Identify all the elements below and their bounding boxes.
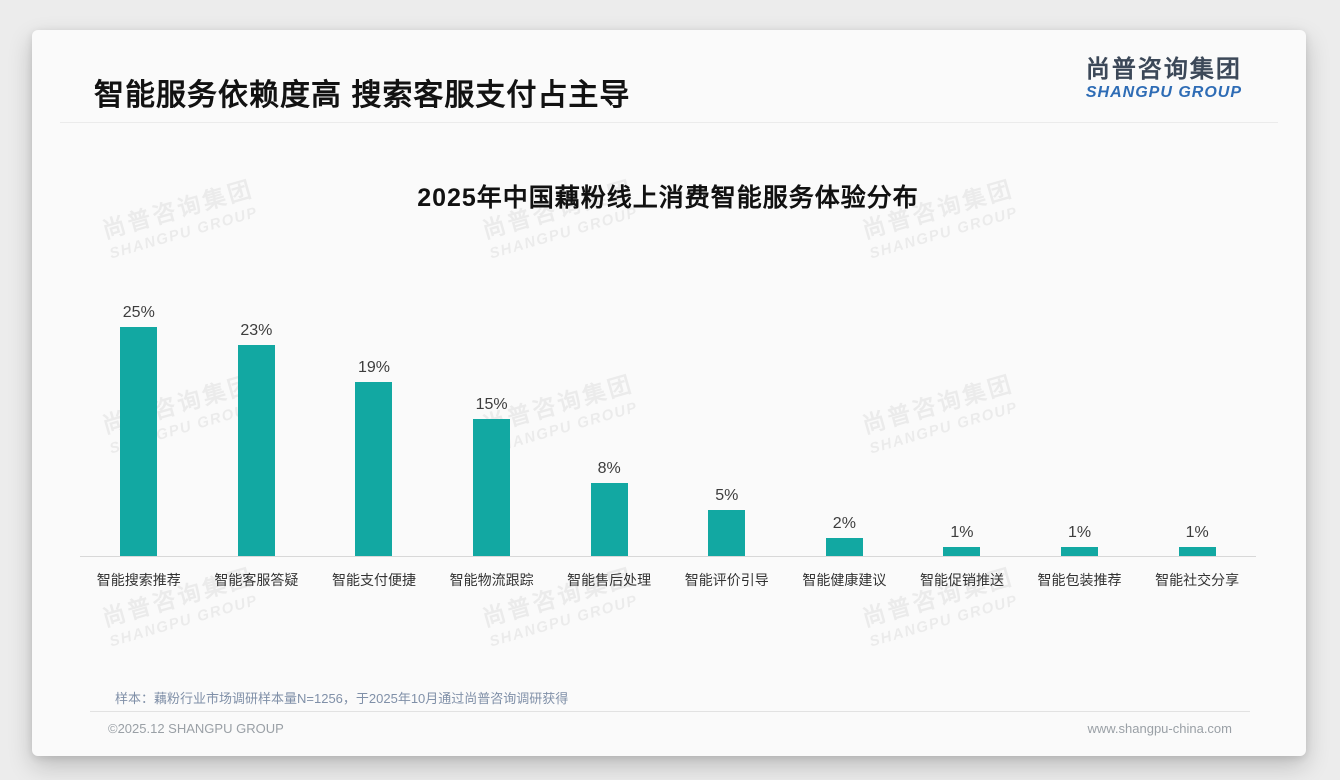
bar-category-label: 智能评价引导 xyxy=(684,572,769,588)
bar-column: 1% xyxy=(1021,524,1139,556)
bar-category-label: 智能促销推送 xyxy=(919,572,1004,588)
bar xyxy=(473,419,511,556)
bar-category-label: 智能包装推荐 xyxy=(1037,572,1122,588)
x-axis-labels: 智能搜索推荐 智能客服答疑 智能支付便捷 智能物流跟踪 智能售后处理 智能评价引导 智能健康… xyxy=(80,557,1256,590)
bar-value-label: 1% xyxy=(1185,524,1209,541)
footer: ©2025.12 SHANGPU GROUP www.shangpu-china… xyxy=(90,711,1250,736)
logo-english-text: SHANGPU GROUP xyxy=(1085,83,1242,101)
bar-column: 23% xyxy=(198,322,316,556)
bar-value-label: 15% xyxy=(475,396,508,413)
copyright-text: ©2025.12 SHANGPU GROUP xyxy=(108,721,284,736)
bar xyxy=(708,510,746,556)
bar-category-label: 智能搜索推荐 xyxy=(96,572,181,588)
bar-category-label: 智能物流跟踪 xyxy=(449,572,534,588)
bar-column: 5% xyxy=(668,487,786,556)
bar-value-label: 25% xyxy=(122,304,155,321)
bar-column: 25% xyxy=(80,304,198,556)
bar-column: 2% xyxy=(786,515,904,556)
header-divider xyxy=(60,122,1278,123)
website-text: www.shangpu-china.com xyxy=(1087,721,1232,736)
bar xyxy=(1061,547,1099,556)
bar-category-label: 智能售后处理 xyxy=(567,572,652,588)
bar-value-label: 8% xyxy=(597,460,621,477)
bar xyxy=(943,547,981,556)
bar-category-label: 智能支付便捷 xyxy=(331,572,416,588)
bar-value-label: 2% xyxy=(832,515,856,532)
bar-value-label: 23% xyxy=(240,322,273,339)
bar-column: 1% xyxy=(903,524,1021,556)
bar-value-label: 1% xyxy=(1067,524,1092,541)
bar-column: 1% xyxy=(1138,524,1256,556)
bar xyxy=(825,538,863,556)
company-logo: 尚普咨询集团 SHANGPU GROUP xyxy=(1086,56,1242,102)
bar-value-label: 19% xyxy=(357,359,390,376)
bar-chart: 2025年中国藕粉线上消费智能服务体验分布 25% 23% 19% 15% 8% 5% 2%… xyxy=(80,178,1256,590)
bar-value-label: 5% xyxy=(715,487,739,504)
bar xyxy=(355,382,393,556)
bar-column: 15% xyxy=(433,396,551,556)
slide-card: 尚普咨询集团 SHANGPU GROUP 尚普咨询集团 SHANGPU GROUP 尚普… xyxy=(32,30,1306,756)
chart-title: 2025年中国藕粉线上消费智能服务体验分布 xyxy=(417,184,919,212)
bar xyxy=(1178,547,1216,556)
bar-column: 19% xyxy=(315,359,433,556)
bar-category-label: 智能健康建议 xyxy=(802,572,887,588)
bar-column: 8% xyxy=(550,460,668,556)
logo-chinese-text: 尚普咨询集团 xyxy=(1085,56,1242,83)
page-title: 智能服务依赖度高 搜索客服支付占主导 xyxy=(94,79,631,112)
plot-area: 25% 23% 19% 15% 8% 5% 2% 1% 1% 1% xyxy=(80,287,1256,557)
bar-value-label: 1% xyxy=(950,524,974,541)
sample-note: 样本：藕粉行业市场调研样本量N=1256，于2025年10月通过尚普咨询调研获得 xyxy=(115,691,569,706)
bar xyxy=(120,327,158,556)
bar xyxy=(237,345,275,556)
bar-category-label: 智能社交分享 xyxy=(1155,572,1240,588)
bar xyxy=(590,483,628,556)
bar-category-label: 智能客服答疑 xyxy=(214,572,299,588)
